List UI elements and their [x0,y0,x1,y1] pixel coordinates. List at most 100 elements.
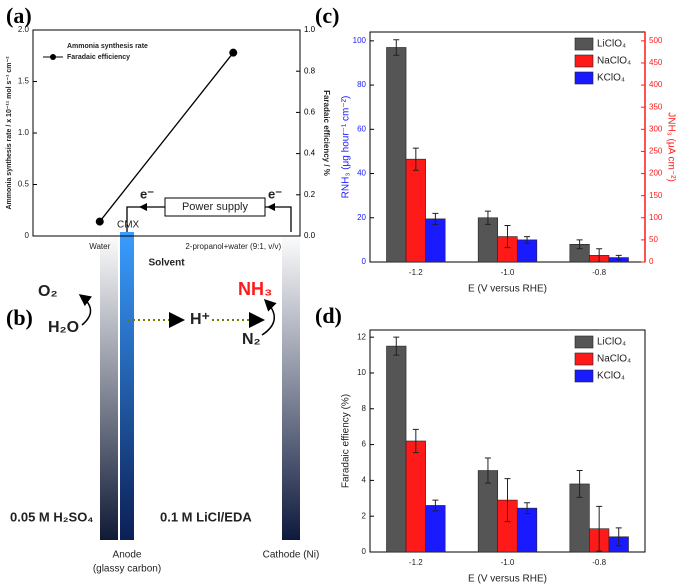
panel-label: (c) [315,3,339,28]
legend-marker [50,54,56,60]
electrolyte: 0.05 M H₂SO₄ [10,509,94,524]
error-bar [524,236,531,244]
y2-tick-label: 0 [649,257,654,266]
error-bar [393,336,400,356]
bar [425,218,446,263]
error-bar [484,457,491,484]
y-tick-label: 2.0 [18,25,30,34]
error-bar [393,39,400,56]
y-tick-label: 8 [362,404,367,413]
arrow [261,298,277,336]
error-bar [432,499,439,512]
y-tick-label: 4 [362,475,367,484]
y2-tick-label: 50 [649,235,658,244]
y2-tick-label: 300 [649,124,663,133]
y2-tick-label: 0.2 [304,190,316,199]
bar [386,345,407,553]
y-tick-label: 80 [357,80,366,89]
legend-label: NaClO₄ [597,354,631,365]
legend-swatch [574,54,594,68]
species: N₂ [242,331,261,348]
legend-label: Faradaic efficiency [67,54,130,61]
arrow [78,294,92,326]
legend-swatch [574,369,594,383]
y-tick-label: 1.0 [18,128,30,137]
electrolyte: 0.1 M LiCl/EDA [160,509,252,524]
y2-axis-title: JNH₃ (μA cm⁻²) [665,112,676,182]
y-tick-label: 1.5 [18,77,30,86]
legend-label: NaClO₄ [597,56,631,67]
bar [405,158,426,263]
y2-axis-title: Faradaic efficiency / % [322,90,331,176]
y-tick-label: 100 [353,36,367,45]
error-bar [412,428,419,454]
legend-label: KClO₄ [597,73,625,84]
legend-label: Ammonia synthesis rate [67,43,148,50]
bar [516,507,538,553]
panel-label: (a) [6,3,32,28]
x-axis-title: E (V versus RHE) [468,574,547,585]
electrode-label: (glassy carbon) [93,564,161,575]
error-bar [432,212,439,225]
error-bar [576,239,583,250]
y2-tick-label: 400 [649,80,663,89]
legend-label: LiClO₄ [597,337,626,348]
x-tick-label: -1.2 [409,268,423,277]
x-axis-title: Solvent [148,258,185,269]
species: H₂O [48,319,79,336]
x-tick-label: -1.0 [501,558,515,567]
membrane-label: CMX [117,220,140,231]
y-axis-title: Faradaic effiency (%) [341,394,352,488]
electrode-label: Anode [113,550,142,561]
y-tick-label: 20 [357,213,366,222]
x-tick-label: -0.8 [592,268,606,277]
legend-swatch [574,352,594,366]
y2-tick-label: 200 [649,169,663,178]
species: H⁺ [190,311,210,328]
error-bar [504,478,511,523]
electron: e⁻ [140,186,154,201]
y-tick-label: 10 [357,368,366,377]
panel-label: (d) [315,303,342,328]
y-tick-label: 60 [357,124,366,133]
error-bar [524,502,531,515]
error-bar [596,505,603,552]
membrane-bar [120,232,134,540]
error-bar [484,210,491,225]
error-bar [412,147,419,171]
y2-tick-label: 0.8 [304,66,316,75]
species: O₂ [38,283,58,300]
y-axis-title: Ammonia synthesis rate / x 10⁻¹¹ mol s⁻¹… [6,56,13,210]
y-tick-label: 2 [362,511,367,520]
power-box [164,197,266,217]
x-axis-title: E (V versus RHE) [468,284,547,295]
legend-label: LiClO₄ [597,39,626,50]
legend-swatch [574,71,594,85]
y2-tick-label: 0.6 [304,108,316,117]
y2-tick-label: 500 [649,36,663,45]
bar [405,440,426,553]
y2-tick-label: 0.0 [304,231,316,240]
y2-tick-label: 0.4 [304,149,316,158]
y2-tick-label: 250 [649,147,663,156]
power-label: Power supply [182,201,249,213]
x-tick-label: -0.8 [592,558,606,567]
marker [229,48,238,57]
x-tick-label: -1.0 [501,268,515,277]
x-tick-label: 2-propanol+water (9:1, v/v) [185,242,281,251]
legend-swatch [574,335,594,349]
y-tick-label: 40 [357,169,366,178]
error-bar [596,248,603,263]
y2-tick-label: 450 [649,58,663,67]
y-tick-label: 0.5 [18,180,30,189]
y-tick-label: 0 [362,257,367,266]
diagram: (b) Power supply e⁻ e⁻ CMX O₂ H₂O H⁺ NH₃… [6,186,319,574]
y-tick-label: 12 [357,332,366,341]
bar [425,505,446,553]
y-axis-title: RNH₃ (μg hour⁻¹ cm⁻²) [341,96,352,199]
anode-region [100,232,118,540]
cathode-bar [282,232,300,540]
marker [95,217,104,226]
y-tick-label: 6 [362,440,367,449]
